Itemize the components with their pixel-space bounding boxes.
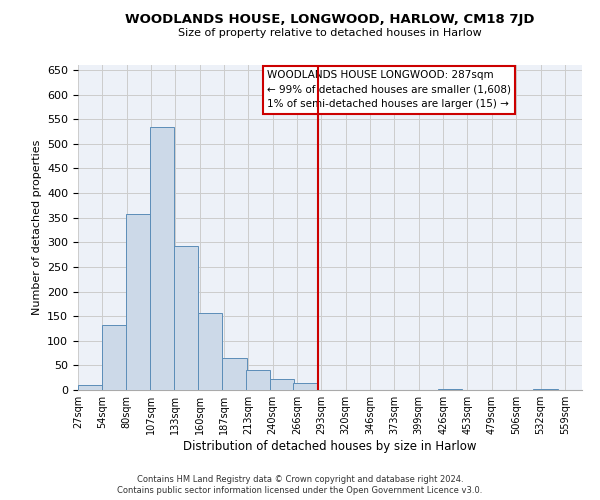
Y-axis label: Number of detached properties: Number of detached properties bbox=[32, 140, 41, 315]
Text: Contains HM Land Registry data © Crown copyright and database right 2024.: Contains HM Land Registry data © Crown c… bbox=[137, 475, 463, 484]
Bar bbox=[438, 388, 462, 390]
Bar bbox=[198, 312, 222, 390]
Bar bbox=[173, 246, 198, 390]
Bar bbox=[103, 324, 127, 390]
Bar bbox=[78, 385, 103, 390]
Text: Size of property relative to detached houses in Harlow: Size of property relative to detached ho… bbox=[178, 28, 482, 38]
Bar bbox=[150, 126, 175, 390]
Bar bbox=[126, 214, 150, 390]
Bar bbox=[533, 388, 557, 390]
Bar bbox=[222, 358, 247, 390]
Bar bbox=[293, 383, 318, 390]
Text: WOODLANDS HOUSE LONGWOOD: 287sqm
← 99% of detached houses are smaller (1,608)
1%: WOODLANDS HOUSE LONGWOOD: 287sqm ← 99% o… bbox=[267, 70, 511, 110]
Bar bbox=[245, 370, 270, 390]
Text: Contains public sector information licensed under the Open Government Licence v3: Contains public sector information licen… bbox=[118, 486, 482, 495]
X-axis label: Distribution of detached houses by size in Harlow: Distribution of detached houses by size … bbox=[183, 440, 477, 453]
Text: WOODLANDS HOUSE, LONGWOOD, HARLOW, CM18 7JD: WOODLANDS HOUSE, LONGWOOD, HARLOW, CM18 … bbox=[125, 12, 535, 26]
Bar bbox=[270, 379, 295, 390]
